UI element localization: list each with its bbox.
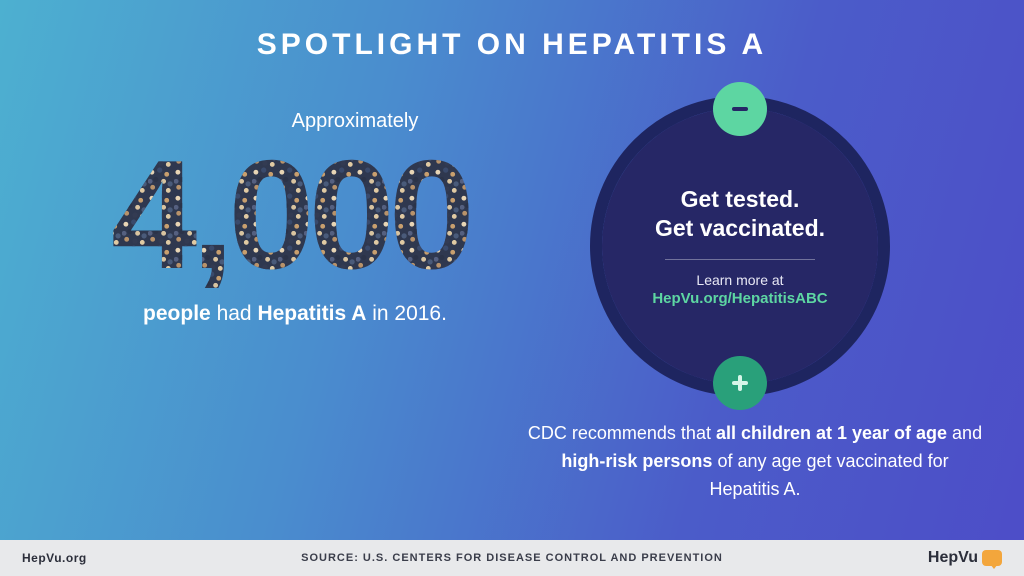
footer-source: SOURCE: U.S. CENTERS FOR DISEASE CONTROL…	[301, 552, 723, 564]
footer-brand-text: HepVu	[928, 549, 978, 567]
stat-number: 4,000	[70, 141, 510, 288]
rec-bold2: high-risk persons	[561, 451, 712, 471]
footer-logo: HepVu	[928, 549, 1002, 567]
rec-pre: CDC recommends that	[528, 423, 716, 443]
cta-learn-label: Learn more at	[696, 272, 783, 288]
cta-line1: Get tested.	[681, 186, 800, 212]
stat-sub-bold2: Hepatitis A	[257, 302, 366, 325]
page-title: SPOTLIGHT ON HEPATITIS A	[0, 28, 1024, 62]
cta-headline: Get tested. Get vaccinated.	[655, 185, 825, 243]
cta-url: HepVu.org/HepatitisABC	[652, 290, 827, 307]
stat-sub-mid: had	[211, 302, 258, 325]
cta-circle: Get tested. Get vaccinated. Learn more a…	[590, 96, 890, 396]
recommendation-text: CDC recommends that all children at 1 ye…	[525, 420, 985, 504]
rec-post: of any age get vaccinated for Hepatitis …	[709, 451, 948, 499]
minus-icon	[713, 82, 767, 136]
stat-sub-bold1: people	[143, 302, 211, 325]
cta-divider	[665, 259, 815, 260]
rec-bold1: all children at 1 year of age	[716, 423, 947, 443]
chat-bubble-icon	[982, 550, 1002, 566]
footer-url: HepVu.org	[22, 551, 87, 565]
rec-mid: and	[947, 423, 982, 443]
stat-block: Approximately 4,000 people had Hepatitis…	[80, 110, 510, 326]
cta-line2: Get vaccinated.	[655, 215, 825, 241]
cta-inner: Get tested. Get vaccinated. Learn more a…	[602, 108, 878, 384]
stat-sub-post: in 2016.	[366, 302, 447, 325]
footer-bar: HepVu.org SOURCE: U.S. CENTERS FOR DISEA…	[0, 540, 1024, 576]
plus-icon	[713, 356, 767, 410]
stat-subtext: people had Hepatitis A in 2016.	[80, 302, 510, 326]
